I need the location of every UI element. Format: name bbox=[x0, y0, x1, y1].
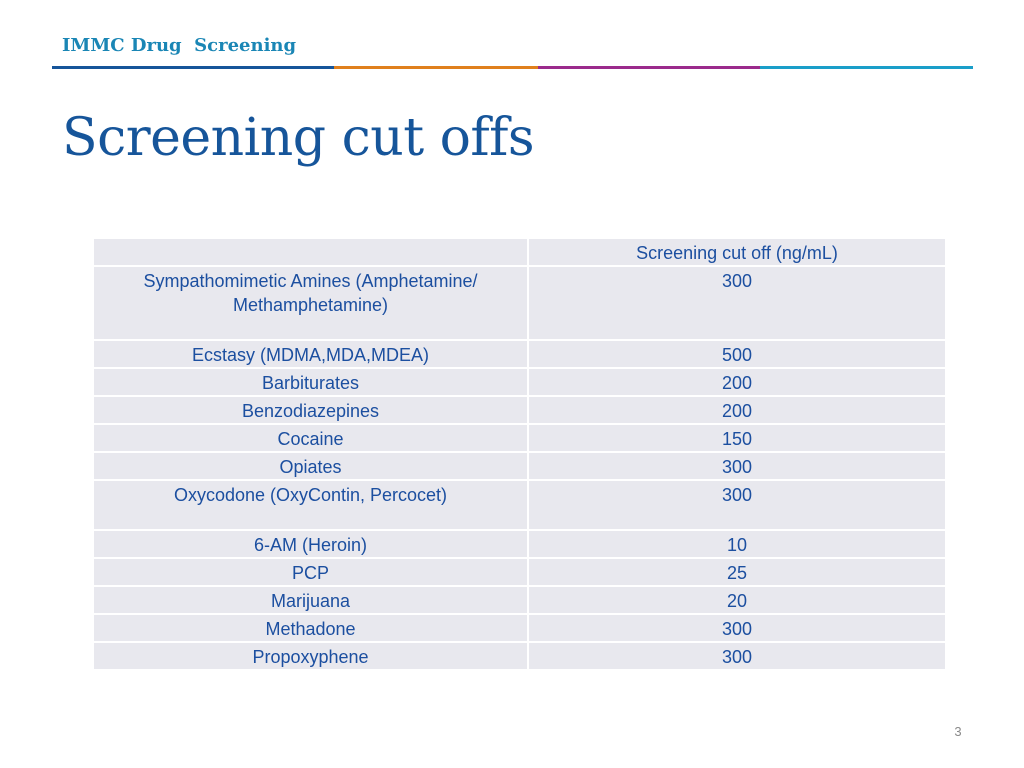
table-row: Methadone 300 bbox=[94, 615, 945, 641]
cutoff-cell: 20 bbox=[529, 587, 945, 613]
drug-cell-line: Methamphetamine) bbox=[232, 295, 389, 315]
table-row: Ecstasy (MDMA,MDA,MDEA) 500 bbox=[94, 341, 945, 367]
drug-cell: Ecstasy (MDMA,MDA,MDEA) bbox=[94, 341, 527, 367]
header-title: IMMC Drug Screening bbox=[62, 35, 297, 56]
drug-cell: Methadone bbox=[94, 615, 527, 641]
cutoff-cell: 300 bbox=[529, 615, 945, 641]
cutoff-cell: 200 bbox=[529, 369, 945, 395]
table-row: Propoxyphene 300 bbox=[94, 643, 945, 669]
drug-cell: Benzodiazepines bbox=[94, 397, 527, 423]
drug-cell: Sympathomimetic Amines (Amphetamine/ Met… bbox=[94, 267, 527, 339]
table-row: Sympathomimetic Amines (Amphetamine/ Met… bbox=[94, 267, 945, 339]
cutoff-cell: 300 bbox=[529, 267, 945, 339]
drug-cell: Barbiturates bbox=[94, 369, 527, 395]
table-row: Marijuana 20 bbox=[94, 587, 945, 613]
table-row: 6-AM (Heroin) 10 bbox=[94, 531, 945, 557]
cutoff-cell: 300 bbox=[529, 643, 945, 669]
cutoff-cell: 10 bbox=[529, 531, 945, 557]
drug-cell: Propoxyphene bbox=[94, 643, 527, 669]
cutoff-table: Screening cut off (ng/mL) Sympathomimeti… bbox=[92, 237, 947, 671]
table-row: Oxycodone (OxyContin, Percocet) 300 bbox=[94, 481, 945, 529]
page-number: 3 bbox=[954, 724, 962, 739]
cutoff-cell: 150 bbox=[529, 425, 945, 451]
table-row: PCP 25 bbox=[94, 559, 945, 585]
drug-cell: Opiates bbox=[94, 453, 527, 479]
drug-cell-line: Sympathomimetic Amines (Amphetamine/ bbox=[143, 271, 478, 291]
table-row: Opiates 300 bbox=[94, 453, 945, 479]
cutoff-cell: 500 bbox=[529, 341, 945, 367]
cutoff-cell: 300 bbox=[529, 453, 945, 479]
drug-cell: Oxycodone (OxyContin, Percocet) bbox=[94, 481, 527, 529]
cutoff-cell: 200 bbox=[529, 397, 945, 423]
drug-cell: PCP bbox=[94, 559, 527, 585]
header-rule-segment bbox=[538, 66, 760, 69]
table-row: Benzodiazepines 200 bbox=[94, 397, 945, 423]
cutoff-cell: 25 bbox=[529, 559, 945, 585]
table-row: Barbiturates 200 bbox=[94, 369, 945, 395]
table-header-row: Screening cut off (ng/mL) bbox=[94, 239, 945, 265]
page-title: Screening cut offs bbox=[62, 108, 535, 168]
cutoff-cell: 300 bbox=[529, 481, 945, 529]
header-rule-segment bbox=[760, 66, 973, 69]
drug-cell: 6-AM (Heroin) bbox=[94, 531, 527, 557]
drug-cell: Marijuana bbox=[94, 587, 527, 613]
header-rule-segment bbox=[334, 66, 538, 69]
table-header-cell-drug bbox=[94, 239, 527, 265]
table-row: Cocaine 150 bbox=[94, 425, 945, 451]
table-header-cell-cutoff: Screening cut off (ng/mL) bbox=[529, 239, 945, 265]
header-rule-segment bbox=[52, 66, 334, 69]
drug-cell: Cocaine bbox=[94, 425, 527, 451]
